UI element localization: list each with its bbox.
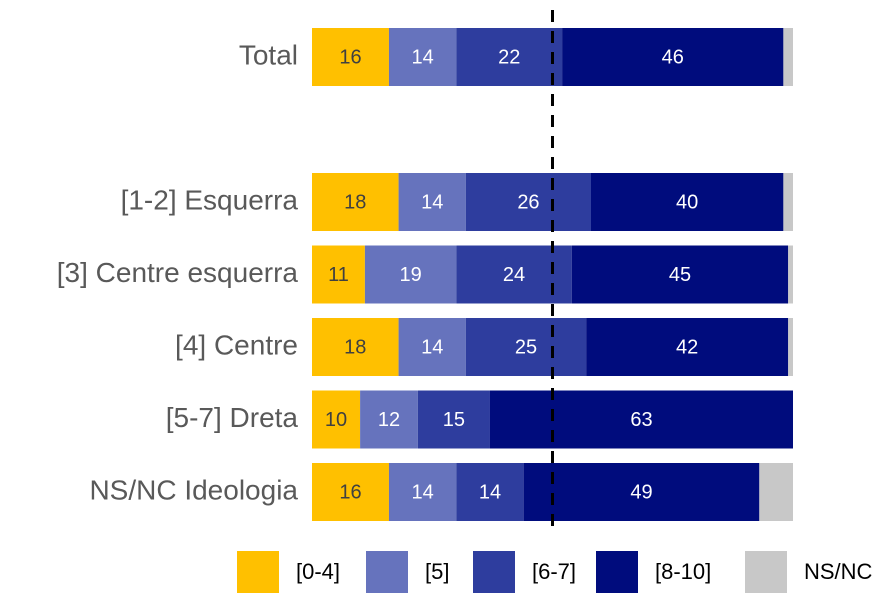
- data-label: 19: [399, 264, 421, 286]
- category-label: [5-7] Dreta: [166, 402, 299, 433]
- category-label: [1-2] Esquerra: [121, 184, 299, 215]
- bar-segment: [783, 173, 793, 231]
- bar-segment: [571, 245, 789, 304]
- legend-label: [5]: [425, 559, 449, 584]
- bar-segment: [312, 173, 399, 231]
- legend-swatch: [366, 551, 408, 593]
- data-label: 14: [421, 191, 443, 213]
- data-label: 46: [662, 46, 684, 68]
- data-label: 16: [339, 46, 361, 68]
- bar-segment: [590, 173, 784, 231]
- bar-segment: [788, 245, 793, 304]
- data-label: 14: [479, 481, 501, 503]
- category-label: Total: [239, 39, 298, 70]
- data-label: 14: [421, 336, 443, 358]
- bar-segment: [788, 318, 793, 376]
- data-label: 14: [412, 481, 434, 503]
- data-label: 18: [344, 336, 366, 358]
- bar-segment: [586, 318, 789, 376]
- category-label: [4] Centre: [175, 329, 298, 360]
- data-label: 10: [325, 409, 347, 431]
- bar-segment: [783, 28, 793, 86]
- bar-segment: [312, 318, 399, 376]
- data-label: 11: [328, 264, 349, 286]
- bar-segment: [523, 463, 760, 521]
- legend-label: NS/NC: [804, 559, 873, 584]
- data-label: 14: [412, 46, 434, 68]
- bar-segment: [417, 390, 490, 449]
- legend-swatch: [237, 551, 279, 593]
- data-label: 15: [443, 409, 465, 431]
- legend-label: [6-7]: [532, 559, 576, 584]
- bar-segment: [489, 390, 793, 449]
- data-label: 42: [676, 336, 698, 358]
- legend-swatch: [473, 551, 515, 593]
- legend-swatch: [745, 551, 787, 593]
- category-label: [3] Centre esquerra: [57, 257, 299, 288]
- bar-segment: [364, 245, 457, 304]
- data-label: 25: [515, 336, 537, 358]
- bar-segment: [465, 173, 591, 231]
- bar-segment: [360, 390, 418, 449]
- data-label: 18: [344, 191, 366, 213]
- bar-segment: [456, 28, 563, 86]
- data-label: 40: [676, 191, 698, 213]
- data-label: 26: [517, 191, 539, 213]
- bar-segment: [398, 173, 466, 231]
- legend-label: [0-4]: [296, 559, 340, 584]
- data-label: 22: [498, 46, 520, 68]
- bar-segment: [759, 463, 793, 521]
- bar-segment: [465, 318, 587, 376]
- legend-swatch: [596, 551, 638, 593]
- data-label: 12: [378, 409, 400, 431]
- data-label: 63: [630, 409, 652, 431]
- bar-segment: [312, 463, 389, 521]
- bar-segment: [388, 28, 457, 86]
- bar-segment: [312, 245, 365, 304]
- bar-segment: [388, 463, 457, 521]
- data-label: 16: [339, 481, 361, 503]
- legend-label: [8-10]: [655, 559, 711, 584]
- bar-segment: [312, 28, 389, 86]
- bar-segment: [562, 28, 784, 86]
- category-label: NS/NC Ideologia: [89, 474, 298, 505]
- data-label: 45: [669, 264, 691, 286]
- bar-segment: [398, 318, 466, 376]
- data-label: 49: [630, 481, 652, 503]
- bar-segment: [312, 390, 361, 449]
- data-label: 24: [503, 264, 525, 286]
- bar-segment: [456, 463, 524, 521]
